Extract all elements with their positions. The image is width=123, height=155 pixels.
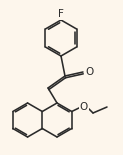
Text: F: F <box>58 9 64 19</box>
Text: O: O <box>80 102 88 112</box>
Text: O: O <box>86 67 94 77</box>
